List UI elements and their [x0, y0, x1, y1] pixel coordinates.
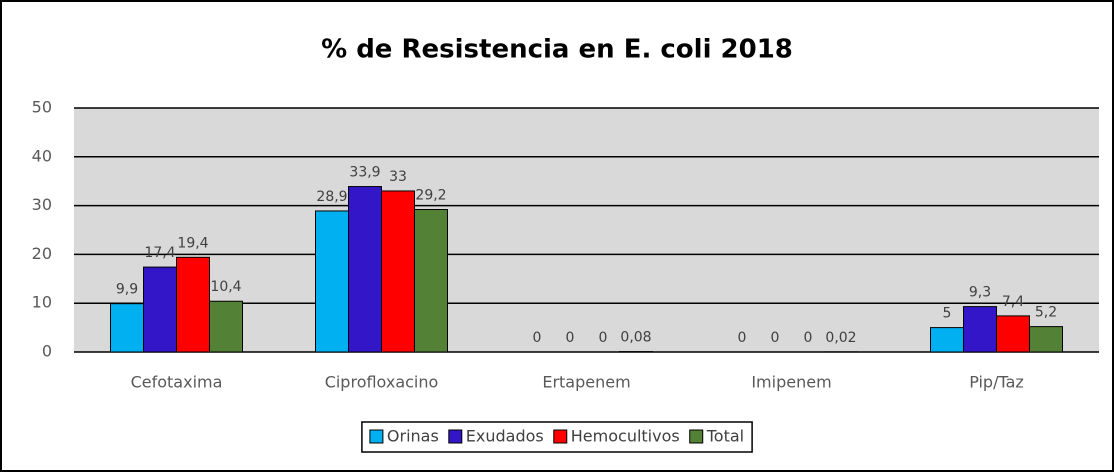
data-label: 9,9 — [116, 282, 138, 298]
legend-swatch — [689, 429, 704, 444]
legend-label: Total — [706, 427, 744, 446]
y-tick-label: 50 — [32, 98, 52, 117]
bar — [110, 303, 144, 353]
bar — [414, 209, 448, 353]
bar — [963, 306, 997, 353]
data-label: 0 — [738, 330, 747, 346]
legend-swatch — [448, 429, 463, 444]
plot-area — [74, 108, 1099, 352]
y-tick-label: 40 — [32, 146, 52, 165]
y-tick-label: 20 — [32, 244, 52, 263]
data-label: 10,4 — [210, 279, 241, 295]
y-tick-label: 10 — [32, 293, 52, 312]
data-label: 0,02 — [825, 330, 856, 346]
bar — [996, 315, 1030, 353]
data-label: 5 — [943, 306, 952, 322]
chart-title: % de Resistencia en E. coli 2018 — [321, 35, 793, 65]
data-label: 29,2 — [415, 188, 446, 204]
legend-label: Hemocultivos — [571, 427, 680, 446]
bar — [176, 256, 210, 353]
legend: Orinas Exudados Hemocultivos Total — [361, 421, 753, 453]
legend-label: Exudados — [466, 427, 544, 446]
legend-swatch — [369, 429, 384, 444]
data-label: 0 — [804, 330, 813, 346]
x-tick-label: Ertapenem — [542, 373, 630, 392]
data-label: 0 — [533, 330, 542, 346]
data-label: 33 — [389, 169, 407, 185]
bar — [143, 266, 177, 353]
data-label: 0 — [771, 330, 780, 346]
bar — [930, 327, 964, 353]
data-label: 0,08 — [620, 330, 651, 346]
bar — [1029, 326, 1063, 353]
y-tick-label: 0 — [42, 342, 52, 361]
x-tick-label: Imipenem — [751, 373, 831, 392]
data-label: 9,3 — [969, 285, 991, 301]
bar — [315, 210, 349, 353]
bar — [209, 300, 243, 353]
bar — [381, 190, 415, 353]
bar — [348, 186, 382, 353]
data-label: 17,4 — [144, 245, 175, 261]
data-label: 19,4 — [177, 235, 208, 251]
x-tick-label: Cefotaxima — [131, 373, 223, 392]
data-label: 7,4 — [1002, 294, 1024, 310]
data-label: 28,9 — [316, 189, 347, 205]
data-label: 0 — [566, 330, 575, 346]
y-tick-label: 30 — [32, 195, 52, 214]
data-label: 5,2 — [1035, 305, 1057, 321]
data-label: 33,9 — [349, 165, 380, 181]
legend-swatch — [553, 429, 568, 444]
x-tick-label: Ciprofloxacino — [325, 373, 439, 392]
legend-label: Orinas — [387, 427, 439, 446]
x-tick-label: Pip/Taz — [969, 373, 1024, 392]
data-label: 0 — [599, 330, 608, 346]
